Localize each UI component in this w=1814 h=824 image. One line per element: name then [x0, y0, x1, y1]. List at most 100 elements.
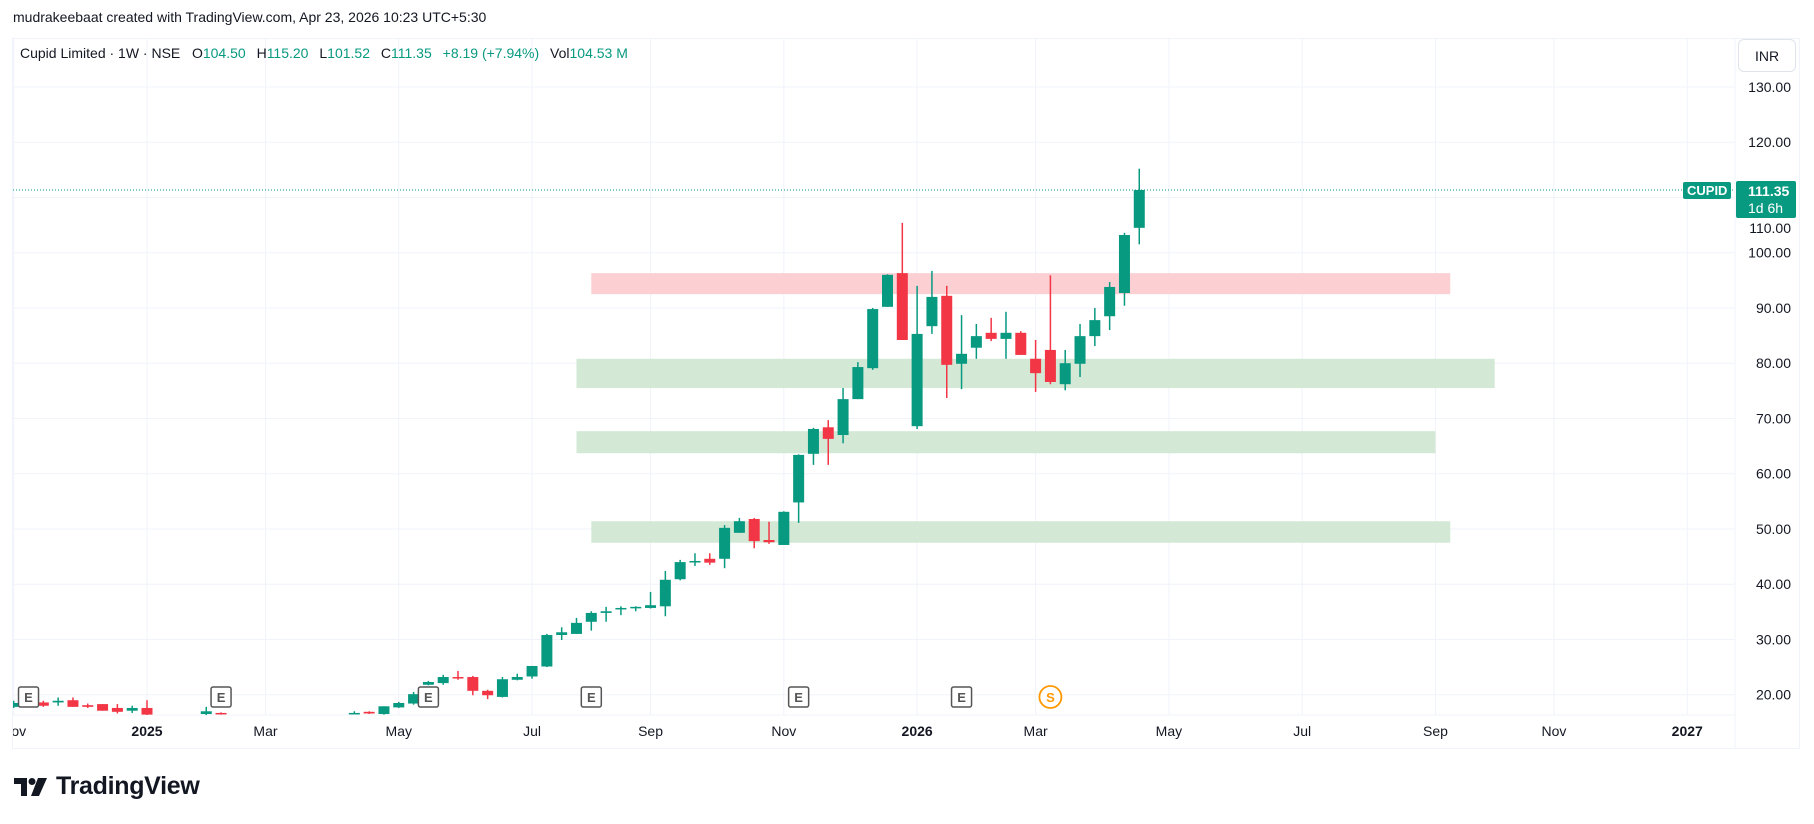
y-tick-label: 50.00 — [1756, 521, 1791, 537]
candle-body — [126, 707, 138, 711]
candle-body — [585, 612, 597, 622]
volume-value: 104.53 M — [569, 45, 628, 61]
candle-body — [748, 519, 760, 542]
y-tick-label: 80.00 — [1756, 355, 1791, 371]
x-tick-label: 2027 — [1672, 723, 1703, 739]
y-tick-label: 40.00 — [1756, 576, 1791, 592]
split-marker-label: S — [1046, 690, 1055, 705]
chart-pane[interactable] — [12, 38, 1800, 749]
bar-countdown: 1d 6h — [1748, 200, 1784, 216]
candle-body — [763, 540, 775, 543]
candle-body — [378, 706, 390, 715]
y-tick-label: 110.00 — [1749, 220, 1791, 236]
y-tick-label: 20.00 — [1756, 687, 1791, 703]
close-label: C — [380, 45, 391, 61]
candle-body — [600, 611, 612, 613]
zone-support — [591, 521, 1451, 543]
x-tick-label: Mar — [1024, 723, 1048, 739]
x-tick-label: Jul — [523, 723, 541, 739]
y-tick-label: 30.00 — [1756, 631, 1791, 647]
last-price-value: 111.35 — [1748, 183, 1790, 199]
tradingview-logo[interactable]: TradingView — [14, 772, 200, 801]
candle-body — [807, 428, 819, 454]
earnings-marker[interactable] — [417, 686, 440, 708]
candle-body — [837, 399, 849, 436]
close-value: 111.35 — [391, 45, 432, 61]
x-tick-label: 2025 — [131, 723, 162, 739]
earnings-marker-label: E — [794, 690, 803, 705]
low-label: L — [319, 45, 328, 61]
x-tick-label: Nov — [1541, 723, 1566, 739]
y-tick-label: 70.00 — [1756, 410, 1791, 426]
candle-body — [615, 607, 627, 610]
candle-body — [67, 700, 79, 707]
candle-body — [719, 527, 731, 559]
symbol-title[interactable]: Cupid Limited · 1W · NSE — [20, 45, 181, 61]
candle-body — [630, 606, 642, 609]
zone-resistance — [591, 273, 1451, 295]
x-tick-label: Jul — [1293, 723, 1311, 739]
earnings-marker[interactable] — [950, 686, 973, 708]
candle-body — [422, 681, 434, 685]
earnings-marker[interactable] — [580, 686, 603, 708]
x-tick-label: May — [1156, 723, 1182, 739]
change-value: +8.19 (+7.94%) — [442, 45, 540, 61]
price-axis: 130.00 120.00 110.00 100.00 90.00 80.00 70.00 6… — [1748, 79, 1791, 703]
candle-body — [1118, 235, 1130, 294]
candle-body — [659, 579, 671, 607]
candle-body — [1074, 336, 1086, 364]
earnings-marker-label: E — [424, 690, 433, 705]
candle-body — [1030, 358, 1042, 374]
candle-body — [556, 632, 568, 636]
earnings-marker[interactable] — [17, 686, 40, 708]
candle-body — [985, 332, 997, 339]
low-value: 101.52 — [327, 45, 370, 61]
open-label: O — [191, 45, 203, 61]
candle-body — [674, 562, 686, 580]
candle-body — [52, 700, 64, 703]
candle-body — [200, 711, 212, 715]
split-marker[interactable] — [1038, 685, 1063, 709]
candle-body — [482, 690, 494, 696]
candle-body — [408, 694, 420, 704]
candle-body — [956, 353, 968, 364]
candle-body — [911, 333, 923, 427]
candle-body — [941, 295, 953, 365]
open-value: 104.50 — [202, 45, 246, 61]
candle-body — [437, 677, 449, 684]
earnings-marker-label: E — [217, 690, 226, 705]
volume-label: Vol — [550, 45, 570, 61]
x-tick-label: Sep — [638, 723, 663, 739]
last-price-label: 111.35 1d 6h — [1736, 181, 1796, 218]
candle-body — [467, 677, 479, 691]
time-axis: Nov 2025 Mar May Jul Sep Nov 2026 Mar May Jul Sep No… — [13, 723, 1703, 739]
candle-body — [393, 702, 405, 708]
candle-body — [1104, 286, 1116, 317]
x-tick-label: May — [386, 723, 412, 739]
candle-body — [704, 558, 716, 563]
candle-body — [97, 704, 109, 711]
candle-body — [867, 309, 879, 369]
symbol-price-tag: CUPID — [1683, 182, 1732, 199]
candle-body — [511, 677, 523, 680]
earnings-marker-label: E — [24, 690, 33, 705]
earnings-marker[interactable] — [210, 686, 232, 708]
candle-body — [215, 712, 227, 715]
candle-body — [348, 712, 360, 715]
x-tick-label: 2026 — [902, 723, 933, 739]
currency-button[interactable]: INR — [1738, 39, 1796, 72]
candle-body — [111, 707, 123, 712]
candle-body — [82, 705, 94, 707]
earnings-marker-label: E — [957, 690, 966, 705]
candle-body — [882, 274, 893, 307]
earnings-marker-label: E — [587, 690, 596, 705]
earnings-marker[interactable] — [787, 686, 810, 708]
y-tick-label: 60.00 — [1756, 466, 1791, 482]
candle-body — [1044, 349, 1056, 382]
tradingview-logo-text: TradingView — [56, 772, 200, 800]
x-tick-label: Sep — [1423, 723, 1448, 739]
y-tick-label: 120.00 — [1748, 134, 1791, 150]
candle-body — [541, 635, 553, 667]
